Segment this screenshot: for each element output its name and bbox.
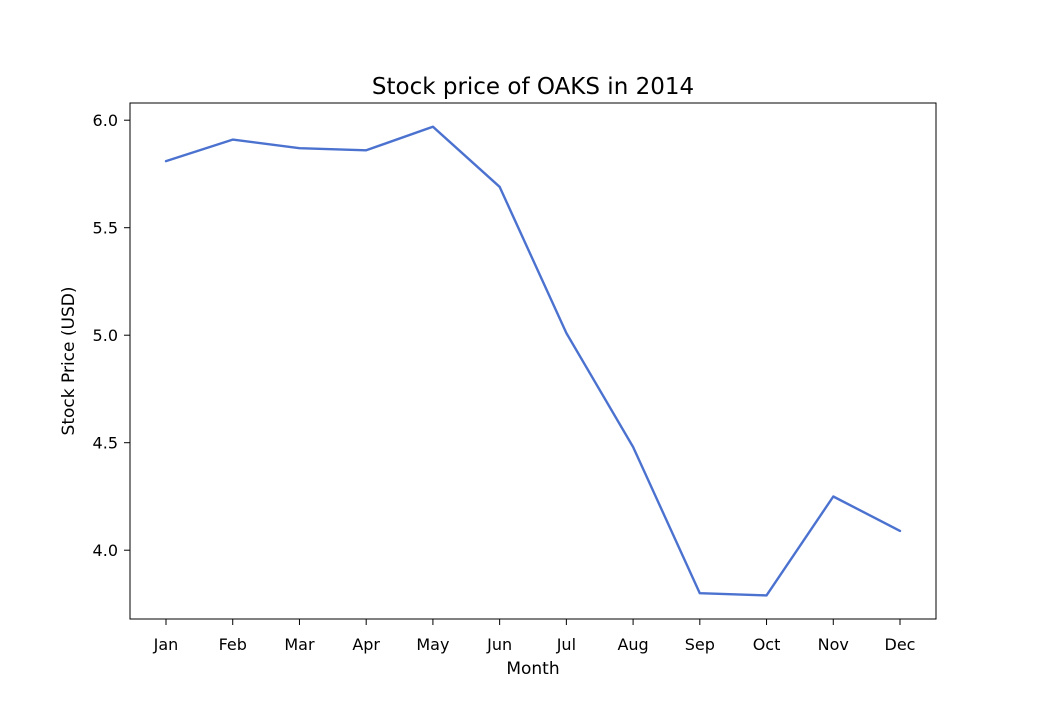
y-axis-title: Stock Price (USD): [59, 287, 79, 436]
y-tick-label: 4.5: [93, 434, 118, 453]
x-axis-title: Month: [506, 659, 559, 679]
y-tick-label: 4.0: [93, 541, 118, 560]
x-tick-label: Jul: [556, 635, 576, 654]
x-tick-label: Dec: [885, 635, 916, 654]
x-tick-label: Sep: [685, 635, 715, 654]
y-tick-label: 5.0: [93, 326, 118, 345]
x-tick-label: May: [416, 635, 449, 654]
x-tick-label: Oct: [753, 635, 781, 654]
series-line: [164, 125, 902, 597]
x-tick-label: Feb: [219, 635, 247, 654]
y-tick-label: 6.0: [93, 111, 118, 130]
y-tick-label: 5.5: [93, 219, 118, 238]
x-tick-label: Jun: [486, 635, 512, 654]
x-tick-label: Apr: [352, 635, 380, 654]
x-tick-label: Mar: [284, 635, 315, 654]
x-tick-label: Jan: [153, 635, 179, 654]
plot-frame: [129, 102, 937, 620]
x-tick-label: Nov: [818, 635, 849, 654]
x-tick-label: Aug: [617, 635, 648, 654]
chart-title: Stock price of OAKS in 2014: [372, 74, 694, 100]
